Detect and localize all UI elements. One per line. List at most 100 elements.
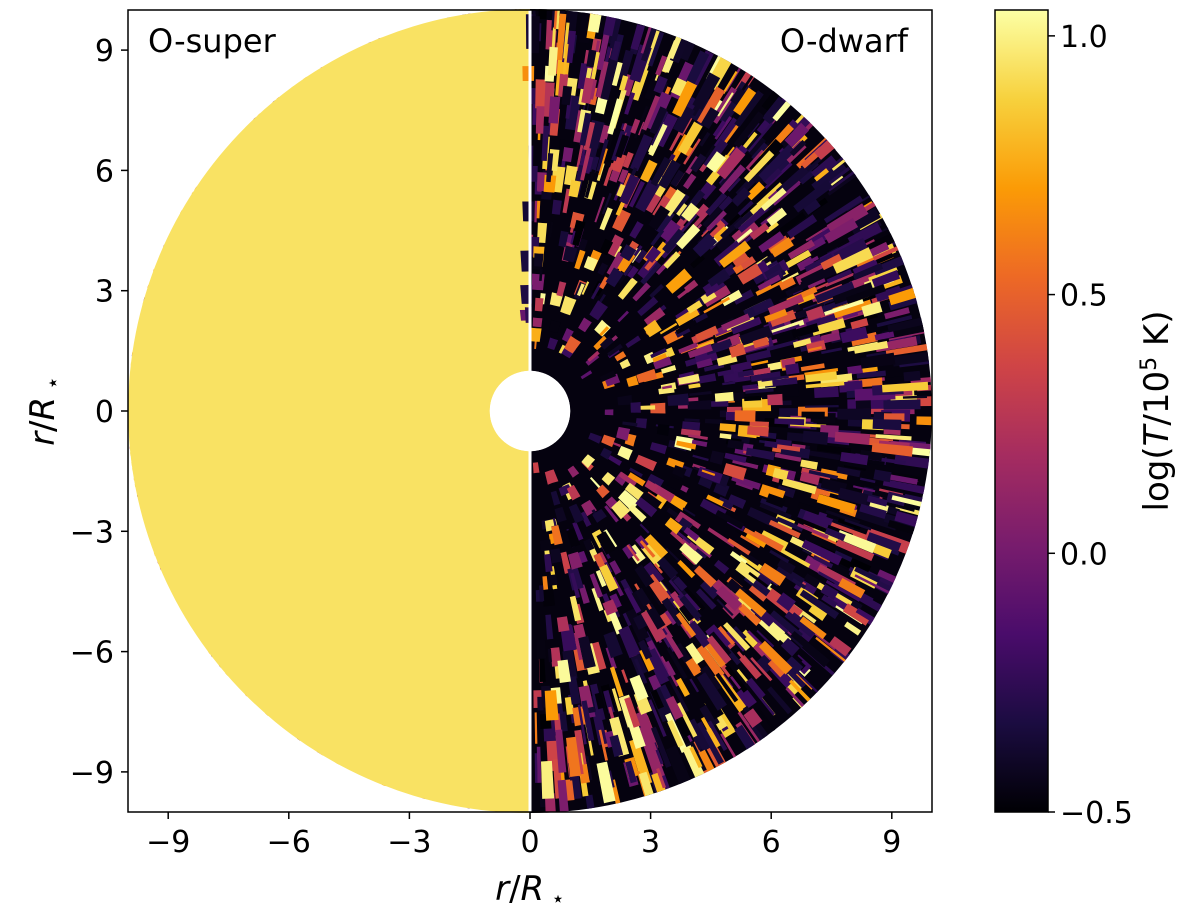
o-dwarf-clump: [752, 298, 775, 314]
o-dwarf-clump: [861, 301, 883, 317]
o-dwarf-clump: [640, 159, 658, 183]
o-dwarf-clump: [707, 338, 733, 353]
o-dwarf-clump: [703, 296, 731, 314]
o-dwarf-clump: [760, 609, 789, 636]
colorbar-label: log(T/105 K): [1137, 311, 1177, 512]
o-dwarf-clump: [824, 527, 846, 542]
o-dwarf-clump: [747, 122, 774, 153]
x-tick-label: −3: [387, 825, 431, 860]
o-dwarf-clump: [802, 255, 819, 267]
o-dwarf-clump: [536, 746, 542, 783]
o-dwarf-clump: [777, 558, 796, 575]
o-dwarf-clump: [595, 569, 608, 588]
o-dwarf-clump: [640, 26, 652, 54]
o-dwarf-clump: [764, 308, 788, 323]
o-dwarf-clump: [778, 547, 811, 568]
o-dwarf-clump: [563, 22, 570, 59]
o-dwarf-clump: [717, 496, 735, 510]
o-dwarf-clump: [550, 490, 561, 506]
o-dwarf-wind-map: [128, 9, 932, 813]
o-dwarf-clump: [706, 494, 724, 507]
o-dwarf-clump: [580, 370, 593, 380]
o-dwarf-clump: [731, 317, 761, 335]
o-dwarf-clump: [699, 131, 711, 147]
o-dwarf-clump: [665, 695, 684, 720]
o-dwarf-clump: [653, 563, 663, 574]
o-dwarf-clump: [667, 675, 689, 713]
o-dwarf-clump: [799, 616, 827, 640]
o-dwarf-clump: [625, 335, 641, 348]
o-dwarf-clump: [778, 276, 796, 291]
o-dwarf-clump: [872, 419, 902, 431]
o-dwarf-clump: [761, 375, 789, 382]
o-dwarf-clump: [589, 300, 608, 321]
o-dwarf-clump: [685, 657, 703, 677]
o-dwarf-clump: [628, 590, 649, 615]
colorbar-tick-label: 0.5: [1060, 279, 1108, 314]
o-dwarf-clump: [548, 46, 558, 76]
panel-label-o-super: O-super: [148, 22, 277, 60]
o-dwarf-clump: [759, 502, 792, 520]
o-dwarf-clump: [699, 703, 720, 728]
o-dwarf-clump: [669, 128, 683, 152]
o-dwarf-clump: [888, 324, 924, 339]
o-dwarf-clump: [665, 547, 682, 564]
o-dwarf-clump: [805, 305, 825, 321]
o-dwarf-clump: [664, 633, 684, 659]
colorbar-gradient: [994, 9, 1049, 813]
o-dwarf-clump: [848, 557, 872, 575]
o-dwarf-clump: [695, 340, 715, 350]
o-dwarf-clump: [627, 717, 646, 749]
o-dwarf-clump: [745, 349, 772, 363]
o-dwarf-clump: [776, 485, 796, 499]
o-dwarf-clump: [659, 219, 681, 243]
o-dwarf-clump: [574, 729, 589, 774]
o-dwarf-clump: [673, 193, 690, 214]
o-dwarf-clump: [619, 174, 640, 205]
o-dwarf-clump: [596, 531, 617, 555]
o-dwarf-clump: [742, 384, 758, 390]
o-dwarf-clump: [600, 59, 618, 101]
o-dwarf-clump: [690, 254, 705, 269]
o-dwarf-clump: [758, 231, 785, 253]
o-dwarf-clump: [797, 502, 821, 515]
o-dwarf-clump: [566, 528, 581, 548]
o-dwarf-clump: [811, 161, 848, 193]
o-dwarf-clump: [581, 454, 596, 469]
o-dwarf-clump: [758, 144, 796, 182]
o-dwarf-clump: [532, 317, 543, 328]
o-dwarf-clump: [619, 358, 631, 370]
o-dwarf-clump: [687, 400, 712, 410]
o-dwarf-clump: [757, 274, 782, 291]
o-dwarf-clump: [759, 562, 786, 586]
panel-label-o-dwarf: O-dwarf: [780, 22, 909, 60]
o-dwarf-clump: [641, 27, 657, 62]
o-dwarf-clump: [591, 587, 604, 612]
o-dwarf-clump: [890, 503, 915, 512]
o-dwarf-clump: [636, 368, 658, 384]
o-dwarf-clump: [744, 395, 762, 402]
o-dwarf-clump: [639, 648, 655, 672]
o-dwarf-clump: [756, 654, 775, 674]
o-dwarf-clump: [670, 169, 688, 189]
o-dwarf-clump: [588, 432, 602, 444]
o-dwarf-clump: [737, 711, 761, 743]
o-dwarf-clump: [714, 116, 732, 140]
o-dwarf-clump: [630, 24, 645, 51]
o-dwarf-clump: [629, 221, 644, 239]
o-dwarf-clump: [808, 469, 838, 480]
o-dwarf-clump: [592, 709, 608, 746]
o-dwarf-clump: [748, 360, 769, 367]
o-dwarf-clump: [635, 179, 660, 213]
o-dwarf-clump: [774, 452, 802, 462]
o-dwarf-clump: [628, 504, 647, 523]
o-dwarf-clump: [593, 335, 609, 351]
o-dwarf-clump: [544, 469, 559, 485]
o-dwarf-clump: [824, 299, 864, 316]
o-dwarf-clump: [695, 325, 719, 342]
o-dwarf-clump: [733, 111, 765, 148]
o-dwarf-clump: [673, 576, 688, 592]
o-dwarf-clump: [807, 278, 826, 289]
o-dwarf-clump: [820, 584, 839, 601]
